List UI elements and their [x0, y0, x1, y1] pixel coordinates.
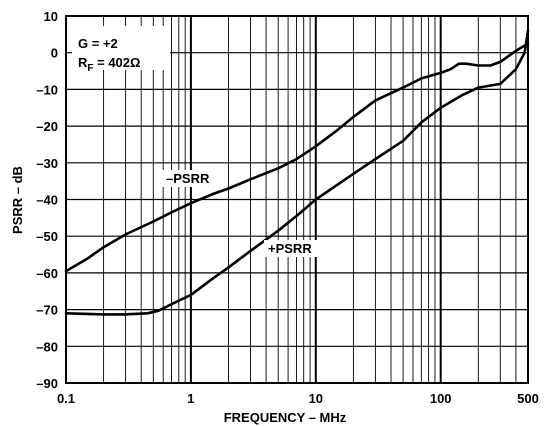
minus-psrr-label-bg	[162, 170, 220, 187]
minus-psrr-label: –PSRR	[166, 171, 210, 186]
x-tick-labels: 0.1 1 10 100 500	[57, 391, 539, 406]
y-tick-label: –40	[36, 193, 58, 208]
y-tick-label: –80	[36, 339, 58, 354]
y-tick-label: –70	[36, 303, 58, 318]
y-tick-labels: 10 0 –10 –20 –30 –40 –50 –60 –70 –80 –90	[36, 9, 58, 391]
y-tick-label: 0	[51, 46, 58, 61]
annotation-box	[72, 26, 170, 70]
y-tick-label: –90	[36, 376, 58, 391]
minor-gridlines	[65, 16, 529, 383]
series-layer	[64, 29, 530, 316]
x-axis-title: FREQUENCY – MHz	[224, 410, 347, 425]
rf-subscript: F	[87, 63, 93, 74]
y-tick-label: –50	[36, 229, 58, 244]
y-axis-title: PSRR – dB	[10, 166, 25, 234]
x-tick-label: 0.1	[57, 391, 75, 406]
x-tick-label: 500	[517, 391, 539, 406]
minus-psrr-line	[64, 42, 530, 273]
y-tick-label: 10	[44, 9, 58, 24]
y-tick-label: –60	[36, 266, 58, 281]
plus-psrr-label-bg	[264, 240, 322, 257]
y-tick-label: –30	[36, 156, 58, 171]
x-tick-label: 1	[187, 391, 194, 406]
rf-value: = 402Ω	[94, 55, 141, 70]
y-tick-label: –10	[36, 82, 58, 97]
rf-symbol: R	[78, 55, 88, 70]
plus-psrr-label: +PSRR	[268, 241, 312, 256]
plus-psrr-line	[64, 29, 530, 316]
y-tick-label: –20	[36, 119, 58, 134]
x-tick-label: 10	[309, 391, 323, 406]
plot-frame	[65, 15, 529, 384]
x-tick-label: 100	[430, 391, 452, 406]
rf-annotation: RF = 402Ω	[78, 55, 140, 74]
gain-annotation: G = +2	[78, 36, 118, 51]
